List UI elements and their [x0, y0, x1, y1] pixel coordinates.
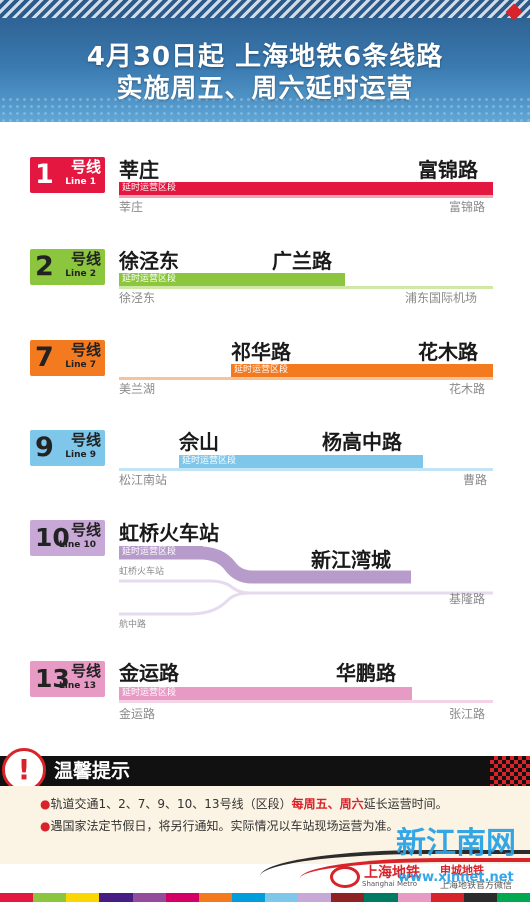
line-9-badge: 9 号线 Line 9: [30, 430, 105, 466]
line-1-full-route: [119, 195, 493, 198]
line-1-badge: 1 号线 Line 1: [30, 157, 105, 193]
watermark-url: www.xjnnet.net: [398, 870, 514, 885]
line-number: 13: [35, 664, 70, 693]
line-label-en: Line 10: [59, 540, 96, 550]
line-13-terminus-a: 金运路: [119, 707, 156, 721]
line-13-terminus-b: 张江路: [449, 707, 486, 721]
line-number: 9: [35, 432, 54, 463]
line-label-en: Line 13: [59, 681, 96, 691]
bottom-color-strip: [0, 893, 530, 902]
line-10-extended-segment: 延时运营区段: [119, 546, 203, 559]
line-10-branch-a: 虹桥火车站: [119, 567, 165, 577]
line-2-full-route: [119, 286, 493, 289]
line-1-terminus-a: 莘庄: [119, 200, 144, 214]
notice-1-highlight: 每周五、周六: [291, 797, 364, 811]
footer-swoosh-dark: [260, 850, 530, 894]
segment-label: 延时运营区段: [122, 547, 177, 557]
line-7-terminus-b: 花木路: [449, 382, 486, 396]
header-stripes: [0, 0, 530, 18]
line-9-full-route: [119, 468, 493, 471]
line-13-start-station: 金运路: [119, 661, 179, 685]
line-1-end-station: 富锦路: [418, 158, 478, 182]
segment-label: 延时运营区段: [122, 688, 177, 698]
line-10-end-station: 新江湾城: [311, 548, 391, 572]
line-1-extended-segment: 延时运营区段: [119, 182, 493, 195]
line-9-end-station: 杨高中路: [322, 430, 402, 454]
line-7-terminus-a: 美兰湖: [119, 382, 156, 396]
line-1-terminus-b: 富锦路: [449, 200, 486, 214]
shanghai-metro-logo-icon: [330, 866, 360, 888]
line-label-en: Line 7: [65, 360, 96, 370]
brand2-sub: 上海地铁官方微信: [440, 881, 513, 891]
line-number: 7: [35, 342, 54, 373]
line-9-start-station: 佘山: [179, 430, 219, 454]
footer-swoosh-red: [300, 858, 530, 892]
shanghai-metro-logo-en: Shanghai Metro: [362, 880, 418, 888]
line-9-extended-segment: 延时运营区段: [179, 455, 423, 468]
line-label-en: Line 1: [65, 177, 96, 187]
line-number: 10: [35, 523, 70, 552]
line-13-extended-segment: 延时运营区段: [119, 687, 412, 700]
line-9-terminus-a: 松江南站: [119, 473, 168, 487]
line-7-extended-segment: 延时运营区段: [231, 364, 493, 377]
line-13-end-station: 华鹏路: [336, 661, 396, 685]
line-10-badge: 10 号线 Line 10: [30, 520, 105, 556]
checker-pattern: [490, 756, 530, 786]
watermark: 新江南网: [396, 826, 516, 861]
line-7-end-station: 花木路: [418, 340, 478, 364]
notice-1-text: 轨道交通1、2、7、9、10、13号线（区段）: [50, 797, 292, 811]
line-13-badge: 13 号线 Line 13: [30, 661, 105, 697]
line-number: 2: [35, 251, 54, 282]
brand2-logo: 申城地铁: [440, 864, 484, 877]
segment-label: 延时运营区段: [122, 274, 177, 284]
tips-header-bar: 温馨提示: [0, 756, 530, 786]
title-line-2: 实施周五、周六延时运营: [116, 74, 414, 104]
shanghai-metro-logo-text: 上海地铁: [364, 865, 420, 881]
line-2-extended-segment: 延时运营区段: [119, 273, 345, 286]
line-label-en: Line 9: [65, 450, 96, 460]
title-line-1: 4月30日起 上海地铁6条线路: [86, 42, 444, 72]
line-label: 号线: [70, 250, 101, 268]
line-7-badge: 7 号线 Line 7: [30, 340, 105, 376]
line-7-full-route: [119, 377, 493, 380]
line-number: 1: [35, 159, 54, 190]
line-9-terminus-b: 曹路: [463, 473, 488, 487]
line-label: 号线: [70, 662, 101, 680]
line-2-start-station: 徐泾东: [119, 249, 179, 273]
line-2-terminus-a: 徐泾东: [119, 291, 156, 305]
line-label: 号线: [70, 158, 101, 176]
line-13-full-route: [119, 700, 493, 703]
line-2-badge: 2 号线 Line 2: [30, 249, 105, 285]
segment-label: 延时运营区段: [234, 365, 289, 375]
line-7-start-station: 祁华路: [231, 340, 291, 364]
notice-1-tail: 延长运营时间。: [363, 797, 448, 811]
line-10-start-station: 虹桥火车站: [119, 521, 219, 545]
line-label: 号线: [70, 431, 101, 449]
notice-2-text: 遇国家法定节假日，将另行通知。实际情况以车站现场运营为准。: [50, 819, 399, 833]
segment-label: 延时运营区段: [122, 183, 177, 193]
notice-2: ●遇国家法定节假日，将另行通知。实际情况以车站现场运营为准。: [40, 819, 399, 833]
line-label: 号线: [70, 521, 101, 539]
line-2-end-station: 广兰路: [272, 249, 332, 273]
line-1-start-station: 莘庄: [119, 158, 159, 182]
line-label: 号线: [70, 341, 101, 359]
line-2-terminus-b: 浦东国际机场: [405, 291, 478, 305]
header-dots: [0, 96, 530, 122]
segment-label: 延时运营区段: [182, 456, 237, 466]
header-banner: 4月30日起 上海地铁6条线路 实施周五、周六延时运营: [0, 0, 530, 122]
tips-title: 温馨提示: [54, 760, 131, 782]
line-10-branch-b: 航中路: [119, 620, 147, 630]
line-10-terminus-b: 基隆路: [449, 592, 486, 606]
line-label-en: Line 2: [65, 269, 96, 279]
notice-1: ●轨道交通1、2、7、9、10、13号线（区段）每周五、周六延长运营时间。: [40, 797, 448, 811]
